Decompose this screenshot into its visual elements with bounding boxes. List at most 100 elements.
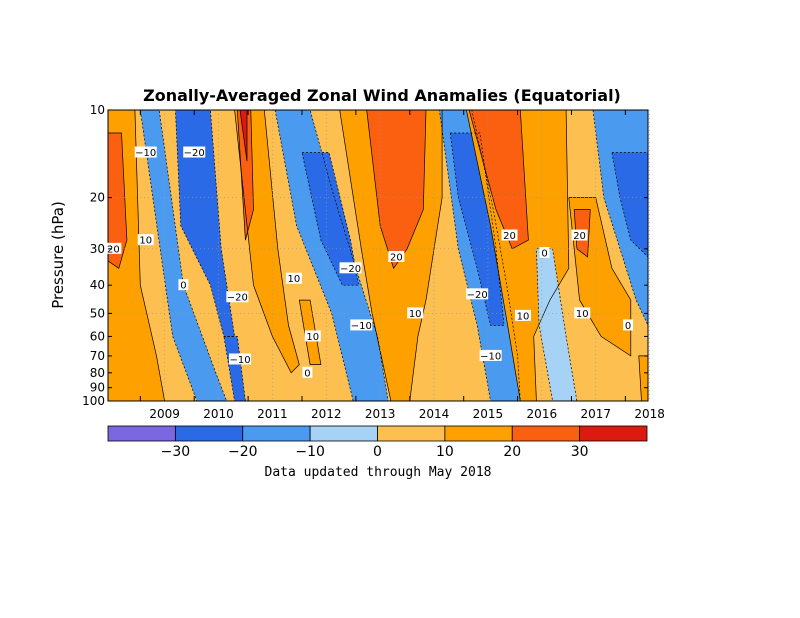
contour-label: 0	[541, 248, 547, 259]
plot-frame	[107, 109, 649, 402]
contour-label: 0	[304, 368, 310, 379]
contour-label-box	[137, 234, 154, 246]
x-tick-label: 2013	[365, 407, 396, 421]
contour-label-box	[501, 229, 518, 241]
x-axis: 2009 2010 2011 2012 2013 2014 2015 2016 2017 2018	[139, 110, 665, 421]
contour-label: −10	[229, 355, 250, 366]
colorbar-tick-label: 0	[373, 444, 382, 460]
contour-label-box	[105, 242, 122, 254]
contour-label: 20	[107, 244, 120, 255]
y-axis-label: Pressure (hPa)	[49, 201, 67, 309]
x-tick-label: 2014	[419, 407, 450, 421]
colorbar-swatch	[511, 425, 581, 442]
contour-label: −20	[227, 293, 248, 304]
contour-line	[223, 336, 246, 401]
contour-label: −10	[480, 351, 501, 362]
contour-line	[298, 299, 322, 365]
contour-label-box	[339, 262, 362, 274]
contour-label-box	[623, 319, 634, 331]
contour-label-box	[183, 146, 206, 158]
contour-line	[301, 152, 360, 286]
contour-line	[611, 152, 648, 258]
colorbar-swatch	[579, 425, 648, 442]
contour-line	[339, 110, 443, 401]
wind-band	[237, 110, 254, 241]
contour-label: 10	[139, 236, 152, 247]
colorbar-tick-label: −30	[161, 444, 191, 460]
contour-label: 0	[180, 281, 186, 292]
colorbar-tick-label: −10	[295, 444, 325, 460]
colorbar-swatch	[444, 425, 513, 442]
contour-line	[108, 110, 165, 401]
contour-label: 20	[390, 252, 403, 263]
contour-label: 10	[517, 311, 530, 322]
wind-band	[108, 133, 127, 269]
wind-band	[223, 336, 246, 401]
contour-label-box	[302, 366, 313, 378]
x-tick-label: 2017	[580, 407, 611, 421]
contour-line	[439, 110, 521, 401]
y-tick-label: 70	[90, 349, 105, 363]
contour-label: 10	[288, 274, 301, 285]
contour-label: 0	[625, 321, 631, 332]
y-tick-label: 40	[90, 278, 105, 292]
wind-band	[140, 110, 227, 401]
contour-label: 20	[503, 231, 516, 242]
contour-line	[108, 132, 128, 269]
contour-label-box	[134, 146, 157, 158]
colorbar-swatch	[174, 425, 244, 442]
wind-band	[175, 110, 235, 337]
contour-label-box	[514, 309, 531, 321]
colorbar-swatch	[242, 425, 311, 442]
colorbar-tick-label: 10	[436, 444, 454, 460]
contour-label-box	[229, 353, 252, 365]
x-tick-label: 2016	[527, 407, 558, 421]
colorbar-swatch	[377, 425, 446, 442]
wind-band	[302, 152, 359, 286]
x-tick-label: 2015	[473, 407, 504, 421]
contour-label-box	[285, 272, 302, 284]
contour-label-box	[479, 349, 502, 361]
y-tick-label: 50	[90, 306, 105, 320]
y-tick-label: 10	[90, 103, 105, 117]
x-tick-label: 2010	[203, 407, 234, 421]
contour-label: −20	[340, 264, 361, 275]
contour-line	[366, 110, 427, 270]
x-tick-label: 2018	[634, 407, 665, 421]
contour-label: −20	[467, 290, 488, 301]
x-tick-label: 2009	[149, 407, 180, 421]
contour-line	[236, 110, 254, 241]
contour-labels: −10 −20 20 10 0 −20 −10 10 10 0 −20 −10 20 10 −20 −10 20…	[105, 146, 634, 379]
wind-band	[611, 152, 648, 257]
contour-label: −20	[184, 148, 205, 159]
y-tick-label: 100	[82, 394, 105, 408]
contour-label-box	[407, 307, 424, 319]
data-note: Data updated through May 2018	[265, 465, 492, 480]
wind-band	[450, 133, 505, 326]
wind-band	[366, 110, 426, 269]
contour-label: 10	[306, 332, 319, 343]
contour-line	[234, 110, 300, 374]
colorbar: −30 −20 −10 0 10 20 30	[107, 425, 648, 460]
contour-line	[449, 132, 505, 326]
grid-lines	[108, 110, 650, 401]
contour-label-box	[571, 229, 588, 241]
wind-band	[536, 248, 577, 401]
colorbar-tick-label: 20	[503, 444, 521, 460]
contour-label: 10	[409, 309, 422, 320]
y-tick-label: 30	[90, 242, 105, 256]
contour-line	[466, 110, 570, 401]
contour-line	[592, 110, 648, 326]
y-tick-label: 80	[90, 366, 105, 380]
y-tick-label: 20	[90, 191, 105, 205]
wind-band	[469, 110, 529, 249]
contour-label-box	[350, 319, 373, 331]
colorbar-tick-label: 30	[571, 444, 589, 460]
contour-label: 20	[573, 231, 586, 242]
chart-title: Zonally-Averaged Zonal Wind Anamalies (E…	[143, 86, 621, 105]
contour-label-box	[178, 279, 189, 291]
colorbar-tick-label: −20	[228, 444, 258, 460]
y-tick-label: 90	[90, 381, 105, 395]
contour-line	[468, 110, 529, 250]
